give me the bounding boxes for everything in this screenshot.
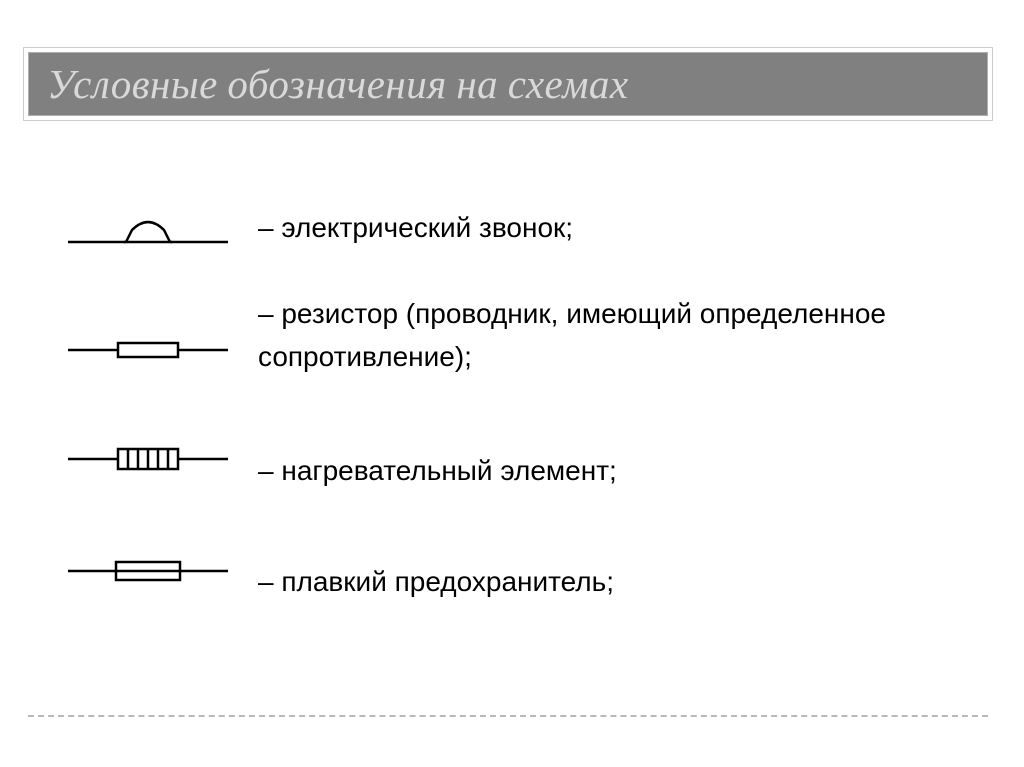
legend-row-bell: – электрический звонок; <box>28 170 988 250</box>
legend-row-heater: – нагревательный элемент; <box>28 417 988 492</box>
page-title: Условные обозначения на схемах <box>47 60 629 109</box>
symbol-fuse <box>28 536 258 584</box>
label-heater: – нагревательный элемент; <box>258 417 988 492</box>
fuse-icon <box>68 558 228 584</box>
header-box: Условные обозначения на схемах <box>28 52 988 116</box>
legend-row-resistor: – резистор (проводник, имеющий определен… <box>28 286 988 379</box>
heater-icon <box>68 445 228 473</box>
label-resistor: – резистор (проводник, имеющий определен… <box>258 286 988 379</box>
legend-row-fuse: – плавкий предохранитель; <box>28 536 988 603</box>
symbol-heater <box>28 417 258 473</box>
label-bell: – электрический звонок; <box>258 170 988 249</box>
symbol-resistor <box>28 286 258 362</box>
symbol-bell <box>28 170 258 250</box>
label-fuse: – плавкий предохранитель; <box>258 536 988 603</box>
footer-divider <box>28 715 988 717</box>
bell-icon <box>68 210 228 250</box>
symbol-legend: – электрический звонок; – резистор (пров… <box>28 170 988 616</box>
resistor-icon <box>68 338 228 362</box>
